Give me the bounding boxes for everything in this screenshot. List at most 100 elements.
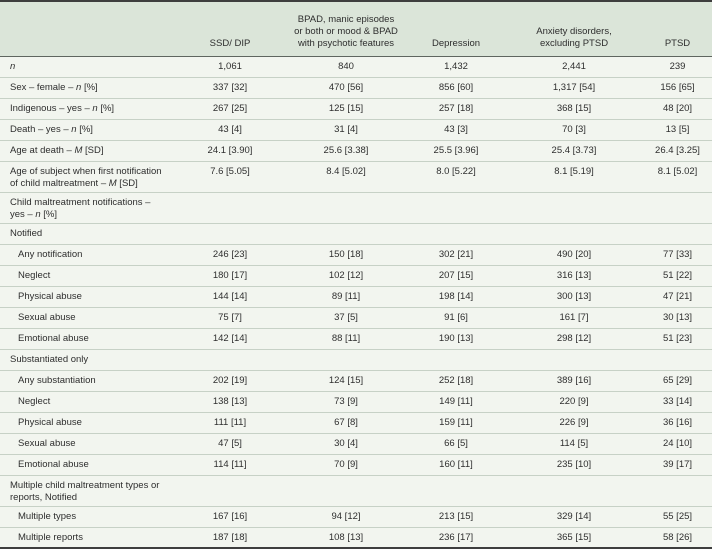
cell-value: 43 [3] (407, 119, 505, 141)
row-label: Child maltreatment notifications – yes – … (0, 192, 175, 224)
table-header: SSD/ DIP BPAD, manic episodes or both or m… (0, 1, 712, 57)
table-row: Indigenous – yes – n [%] 267 [25] 125 [15]… (0, 98, 712, 120)
column-header-label (0, 1, 175, 57)
cell-value: 490 [20] (505, 244, 643, 266)
cell-value: 8.1 [5.19] (505, 161, 643, 193)
cell-value (643, 475, 712, 507)
table-row: Physical abuse 144 [14] 89 [11] 198 [14] 300… (0, 286, 712, 308)
cell-value: 198 [14] (407, 286, 505, 308)
cell-value: 8.0 [5.22] (407, 161, 505, 193)
row-label: Sexual abuse (0, 433, 175, 455)
cell-value: 138 [13] (175, 391, 285, 413)
cell-value: 25.4 [3.73] (505, 140, 643, 162)
cell-value (643, 223, 712, 245)
cell-value: 33 [14] (643, 391, 712, 413)
cell-value (175, 223, 285, 245)
section-row: Child maltreatment notifications – yes – … (0, 192, 712, 224)
table-row: Any substantiation 202 [19] 124 [15] 252 [1… (0, 370, 712, 392)
cell-value: 389 [16] (505, 370, 643, 392)
cell-value: 8.4 [5.02] (285, 161, 407, 193)
cell-value (175, 475, 285, 507)
cell-value: 329 [14] (505, 506, 643, 528)
cell-value: 236 [17] (407, 527, 505, 549)
table-row: Neglect 138 [13] 73 [9] 149 [11] 220 [9] 33 [… (0, 391, 712, 413)
cell-value: 30 [4] (285, 433, 407, 455)
row-label: Neglect (0, 391, 175, 413)
cell-value: 8.1 [5.02] (643, 161, 712, 193)
row-label: Physical abuse (0, 412, 175, 434)
table-row: Multiple types 167 [16] 94 [12] 213 [15] 329… (0, 506, 712, 528)
cell-value: 856 [60] (407, 77, 505, 99)
cell-value: 75 [7] (175, 307, 285, 329)
cell-value: 300 [13] (505, 286, 643, 308)
table-row: Emotional abuse 142 [14] 88 [11] 190 [13] 29… (0, 328, 712, 350)
cell-value: 102 [12] (285, 265, 407, 287)
cell-value: 36 [16] (643, 412, 712, 434)
cell-value: 65 [29] (643, 370, 712, 392)
row-label: Multiple child maltreatment types or repo… (0, 475, 175, 507)
cell-value: 39 [17] (643, 454, 712, 476)
cell-value: 840 (285, 56, 407, 78)
cell-value: 235 [10] (505, 454, 643, 476)
cell-value: 114 [5] (505, 433, 643, 455)
row-label: Notified (0, 223, 175, 245)
table-row: Death – yes – n [%] 43 [4] 31 [4] 43 [3] 70 … (0, 119, 712, 141)
cell-value (407, 475, 505, 507)
cell-value: 144 [14] (175, 286, 285, 308)
cell-value: 43 [4] (175, 119, 285, 141)
cell-value (175, 192, 285, 224)
cell-value: 226 [9] (505, 412, 643, 434)
cell-value: 220 [9] (505, 391, 643, 413)
cell-value (407, 349, 505, 371)
cell-value (407, 192, 505, 224)
cell-value: 25.6 [3.38] (285, 140, 407, 162)
row-label: Physical abuse (0, 286, 175, 308)
cell-value: 1,317 [54] (505, 77, 643, 99)
table-row: Sexual abuse 75 [7] 37 [5] 91 [6] 161 [7] 30 … (0, 307, 712, 329)
table-row: Sexual abuse 47 [5] 30 [4] 66 [5] 114 [5] 24 … (0, 433, 712, 455)
cell-value: 30 [13] (643, 307, 712, 329)
cell-value: 114 [11] (175, 454, 285, 476)
table-row: Physical abuse 111 [11] 67 [8] 159 [11] 226 … (0, 412, 712, 434)
cell-value: 51 [23] (643, 328, 712, 350)
cell-value: 302 [21] (407, 244, 505, 266)
cell-value: 111 [11] (175, 412, 285, 434)
cell-value: 298 [12] (505, 328, 643, 350)
cell-value: 187 [18] (175, 527, 285, 549)
cell-value: 70 [9] (285, 454, 407, 476)
cell-value (285, 349, 407, 371)
cell-value: 368 [15] (505, 98, 643, 120)
cell-value: 167 [16] (175, 506, 285, 528)
cell-value: 67 [8] (285, 412, 407, 434)
column-header-ssd-dip: SSD/ DIP (175, 1, 285, 57)
row-label: Multiple reports (0, 527, 175, 549)
table-body: n 1,061 840 1,432 2,441 239 Sex – female – n [… (0, 56, 712, 549)
cell-value: 180 [17] (175, 265, 285, 287)
row-label: Emotional abuse (0, 454, 175, 476)
cell-value: 337 [32] (175, 77, 285, 99)
cell-value: 160 [11] (407, 454, 505, 476)
cell-value: 1,061 (175, 56, 285, 78)
cell-value: 24.1 [3.90] (175, 140, 285, 162)
cell-value (285, 475, 407, 507)
row-label: Any substantiation (0, 370, 175, 392)
cell-value: 2,441 (505, 56, 643, 78)
cell-value (285, 223, 407, 245)
table-row: Sex – female – n [%] 337 [32] 470 [56] 856 … (0, 77, 712, 99)
cell-value: 47 [5] (175, 433, 285, 455)
cell-value: 142 [14] (175, 328, 285, 350)
cell-value: 257 [18] (407, 98, 505, 120)
cell-value: 246 [23] (175, 244, 285, 266)
cell-value: 149 [11] (407, 391, 505, 413)
table-row: Age at death – M [SD] 24.1 [3.90] 25.6 [3.… (0, 140, 712, 162)
cell-value: 316 [13] (505, 265, 643, 287)
column-header-ptsd: PTSD (643, 1, 712, 57)
row-label: Neglect (0, 265, 175, 287)
cell-value: 89 [11] (285, 286, 407, 308)
cell-value: 159 [11] (407, 412, 505, 434)
cell-value: 25.5 [3.96] (407, 140, 505, 162)
cell-value: 55 [25] (643, 506, 712, 528)
cell-value (505, 475, 643, 507)
table-row: Any notification 246 [23] 150 [18] 302 [21]… (0, 244, 712, 266)
table-row: Multiple reports 187 [18] 108 [13] 236 [17]… (0, 527, 712, 549)
